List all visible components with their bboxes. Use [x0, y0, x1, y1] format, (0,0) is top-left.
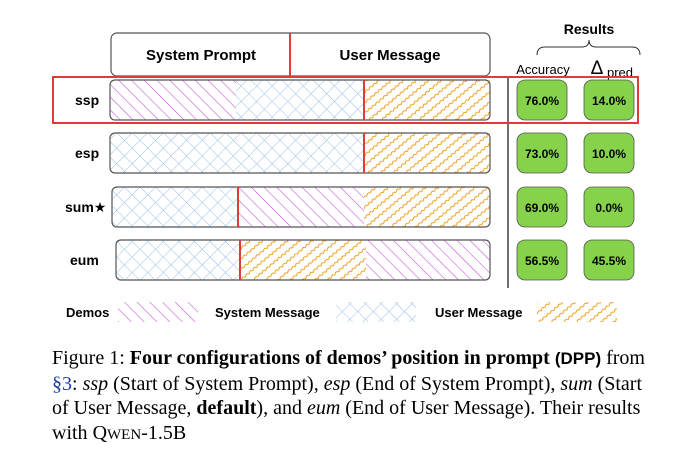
caption-dpp: (DPP): [554, 349, 602, 368]
delta-badge: [583, 239, 635, 281]
delta-value: 0.0%: [595, 201, 623, 215]
row-sum: sum★ 69.0% 0.0%: [65, 186, 635, 228]
caption-eum-desc: (End of User Message). Their results wit…: [52, 397, 641, 444]
legend-system-label: System Message: [215, 305, 320, 320]
user-message-header: User Message: [340, 47, 441, 64]
caption-ssp: ssp: [82, 372, 109, 395]
delta-badge: [583, 79, 635, 121]
caption-from: from: [601, 347, 645, 369]
dpp-figure: System Prompt User Message Results Accur…: [52, 21, 641, 322]
system-segment: [236, 80, 364, 120]
row-frame: [115, 239, 491, 281]
row-frame: [111, 186, 491, 228]
row-ssp: ssp 76.0% 14.0%: [75, 79, 635, 121]
caption-sum-desc1: (Start of User Message,: [52, 372, 643, 420]
caption-esp-desc: (End of System Prompt),: [350, 372, 561, 395]
delta-value: 45.5%: [592, 254, 626, 268]
delta-symbol: Δ: [591, 58, 604, 79]
caption-sum-desc2: ), and: [256, 397, 307, 419]
row-label: ssp: [75, 92, 99, 108]
accuracy-value: 56.5%: [525, 254, 559, 268]
figure-caption: Figure 1: Four configurations of demos’ …: [52, 346, 652, 447]
caption-model-q: Q: [92, 421, 108, 444]
delta-value: 14.0%: [592, 94, 626, 108]
results-brace: [536, 39, 641, 56]
row-frame: [109, 79, 491, 121]
caption-colon: :: [72, 372, 83, 395]
accuracy-badge: [516, 186, 568, 228]
system-segment: [112, 187, 238, 227]
delta-badge: [583, 186, 635, 228]
results-header: Results: [564, 21, 615, 37]
caption-esp: esp: [323, 372, 351, 395]
delta-badge: [583, 132, 635, 174]
accuracy-badge: [516, 79, 568, 121]
caption-default: default: [196, 397, 257, 419]
legend: Demos System Message User Message: [66, 302, 617, 322]
ssp-highlight: [52, 76, 639, 124]
caption-model-ver: -1.5B: [141, 421, 187, 444]
accuracy-badge: [516, 132, 568, 174]
system-prompt-header: System Prompt: [146, 47, 256, 64]
row-label: eum: [70, 252, 99, 268]
legend-system-swatch: [336, 302, 416, 322]
legend-user-label: User Message: [435, 305, 522, 320]
user-segment: [364, 187, 490, 227]
caption-sum: sum: [560, 372, 593, 395]
section-ref-link[interactable]: §3: [52, 372, 72, 395]
caption-prefix: Figure 1:: [52, 347, 130, 369]
accuracy-value: 69.0%: [525, 201, 559, 215]
user-segment: [240, 240, 366, 280]
user-segment: [364, 80, 490, 120]
row-label: sum★: [65, 199, 106, 215]
row-eum: eum 56.5% 45.5%: [70, 239, 635, 281]
demos-segment: [238, 187, 364, 227]
demos-segment: [366, 240, 490, 280]
user-segment: [364, 133, 490, 173]
legend-user-swatch: [537, 302, 617, 322]
delta-value: 10.0%: [592, 147, 626, 161]
accuracy-header: Accuracy: [516, 62, 570, 77]
legend-demos-label: Demos: [66, 305, 109, 320]
accuracy-value: 73.0%: [525, 147, 559, 161]
accuracy-badge: [516, 239, 568, 281]
row-label: esp: [75, 145, 99, 161]
system-segment: [110, 133, 364, 173]
caption-eum: eum: [306, 397, 341, 419]
caption-title: Four configurations of demos’ position i…: [129, 347, 550, 369]
system-segment: [116, 240, 240, 280]
row-frame: [109, 132, 491, 174]
caption-model-wen: WEN: [107, 426, 142, 443]
legend-demos-swatch: [118, 302, 198, 322]
caption-ssp-desc: (Start of System Prompt),: [108, 372, 324, 395]
demos-segment: [110, 80, 236, 120]
accuracy-value: 76.0%: [525, 94, 559, 108]
row-esp: esp 73.0% 10.0%: [75, 132, 635, 174]
